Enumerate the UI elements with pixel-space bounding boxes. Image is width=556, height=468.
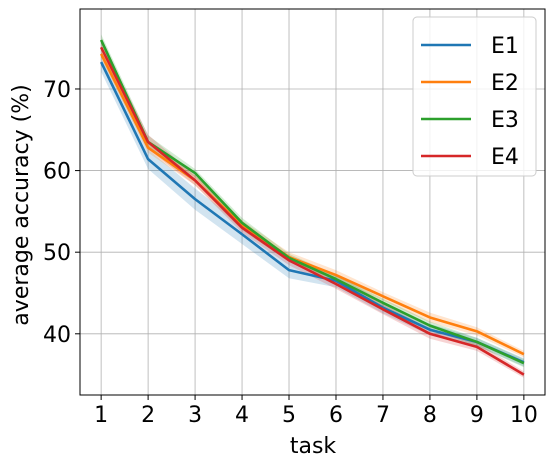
y-tick-label: 70 xyxy=(43,78,71,103)
y-tick-label: 40 xyxy=(43,323,71,348)
series-line-e1 xyxy=(99,61,525,364)
x-tick-label: 4 xyxy=(235,403,249,428)
series-line-e3 xyxy=(99,39,525,365)
x-tick-label: 1 xyxy=(94,403,108,428)
legend-label-e4: E4 xyxy=(491,145,519,170)
x-tick-label: 8 xyxy=(423,403,437,428)
x-tick-label: 5 xyxy=(282,403,296,428)
legend-label-e3: E3 xyxy=(491,108,519,133)
axis-ticks: 1 2 3 4 5 6 7 8 9 10 40 50 60 70 xyxy=(43,78,538,428)
y-tick-label: 60 xyxy=(43,160,71,185)
y-axis-label: average accuracy (%) xyxy=(9,84,34,325)
legend-frame xyxy=(412,16,537,177)
legend: E1 E2 E3 E4 xyxy=(412,16,537,177)
x-tick-label: 3 xyxy=(188,403,202,428)
x-tick-label: 6 xyxy=(329,403,343,428)
plot-frame xyxy=(79,8,546,396)
x-tick-label: 7 xyxy=(376,403,390,428)
series-line-e4 xyxy=(99,46,525,376)
legend-label-e1: E1 xyxy=(491,34,519,59)
x-tick-label: 10 xyxy=(510,403,538,428)
series-line-e2 xyxy=(99,53,525,356)
x-tick-label: 2 xyxy=(141,403,155,428)
y-tick-label: 50 xyxy=(43,241,71,266)
legend-label-e2: E2 xyxy=(491,71,519,96)
x-tick-label: 9 xyxy=(470,403,484,428)
x-axis-label: task xyxy=(290,434,337,459)
series-lines xyxy=(99,39,525,376)
